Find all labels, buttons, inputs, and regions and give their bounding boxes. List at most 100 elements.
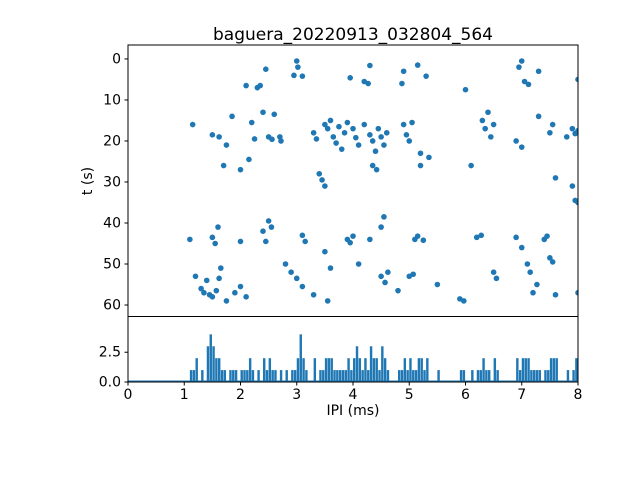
scatter-point bbox=[513, 234, 519, 241]
scatter-point bbox=[212, 240, 218, 247]
scatter-point bbox=[293, 58, 300, 64]
scatter-point bbox=[426, 154, 432, 161]
histogram-bar bbox=[296, 358, 300, 382]
tick-label: 1 bbox=[180, 387, 189, 403]
scatter-point bbox=[482, 125, 488, 132]
scatter-point bbox=[215, 224, 221, 230]
scatter-point bbox=[218, 265, 224, 271]
histogram-bar bbox=[386, 370, 390, 382]
scatter-point bbox=[313, 136, 320, 142]
scatter-point bbox=[381, 142, 387, 148]
histogram-bar bbox=[400, 370, 404, 382]
scatter-point bbox=[549, 259, 556, 265]
tick-label: 0 bbox=[124, 387, 133, 403]
scatter-point bbox=[399, 80, 405, 87]
scatter-point bbox=[367, 62, 373, 69]
scatter-point bbox=[344, 119, 351, 126]
tick-label: 20 bbox=[103, 133, 121, 149]
histogram-series bbox=[189, 334, 578, 382]
histogram-bar bbox=[322, 370, 325, 382]
tick-label: 4 bbox=[349, 387, 358, 403]
histogram-bar bbox=[299, 334, 302, 382]
histogram-bar bbox=[279, 370, 283, 382]
scatter-point bbox=[414, 233, 421, 239]
histogram-bar bbox=[248, 358, 252, 382]
histogram-bar bbox=[485, 370, 488, 382]
tick-label: 60 bbox=[103, 298, 121, 314]
scatter-point bbox=[316, 170, 323, 177]
histogram-bar bbox=[319, 370, 322, 382]
histogram-bar bbox=[516, 358, 519, 382]
scatter-point bbox=[282, 261, 289, 267]
scatter-point bbox=[260, 109, 266, 116]
scatter-point bbox=[192, 273, 199, 280]
tick-label: 30 bbox=[103, 174, 121, 190]
scatter-point bbox=[355, 142, 362, 148]
scatter-point bbox=[461, 298, 467, 304]
scatter-point bbox=[327, 265, 334, 271]
scatter-point bbox=[353, 134, 359, 141]
histogram-bar bbox=[192, 370, 196, 382]
histogram-bar bbox=[223, 370, 227, 382]
histogram-bar bbox=[367, 370, 370, 382]
histogram-bar bbox=[215, 358, 218, 382]
histogram-bar bbox=[291, 370, 294, 382]
scatter-point bbox=[361, 121, 368, 128]
y-axis-label: t (s) bbox=[80, 166, 96, 196]
scatter-point bbox=[569, 125, 576, 132]
scatter-point bbox=[563, 134, 570, 140]
scatter-point bbox=[350, 233, 356, 239]
scatter-point bbox=[269, 136, 275, 143]
scatter-point bbox=[246, 156, 252, 163]
histogram-bar bbox=[265, 370, 269, 382]
scatter-point bbox=[547, 255, 553, 261]
scatter-point bbox=[347, 75, 353, 81]
scatter-point bbox=[302, 238, 308, 245]
histogram-bar bbox=[544, 370, 547, 382]
histogram-bar bbox=[232, 370, 235, 382]
scatter-point bbox=[575, 127, 578, 134]
scatter-point bbox=[417, 162, 424, 169]
scatter-point bbox=[395, 287, 401, 294]
histogram-bar bbox=[493, 358, 497, 382]
scatter-point bbox=[410, 271, 416, 278]
histogram-bar bbox=[209, 334, 212, 382]
x-axis-label: IPI (ms) bbox=[326, 403, 380, 419]
histogram-bar bbox=[518, 370, 522, 382]
scatter-point bbox=[268, 224, 275, 230]
scatter-point bbox=[347, 239, 353, 246]
scatter-point bbox=[189, 121, 196, 128]
scatter-point bbox=[243, 294, 249, 300]
scatter-point bbox=[403, 132, 410, 138]
scatter-point bbox=[216, 134, 222, 140]
scatter-point bbox=[327, 117, 334, 124]
scatter-point bbox=[369, 138, 376, 144]
scatter-point bbox=[524, 261, 531, 267]
histogram-bar bbox=[355, 346, 359, 382]
histogram-bar bbox=[521, 358, 525, 382]
histogram-bar bbox=[358, 358, 362, 382]
histogram-bar bbox=[336, 370, 339, 382]
scatter-point bbox=[552, 175, 559, 181]
histogram-bar bbox=[417, 358, 421, 382]
scatter-point bbox=[381, 214, 387, 220]
histogram-bar bbox=[313, 358, 317, 382]
histogram-bar bbox=[555, 358, 558, 382]
histogram-bar bbox=[274, 370, 277, 382]
histogram-bar bbox=[240, 370, 243, 382]
histogram-bar bbox=[476, 370, 480, 382]
scatter-point bbox=[385, 269, 391, 276]
scatter-point bbox=[369, 162, 376, 169]
chart-title: baguera_20220913_032804_564 bbox=[212, 25, 493, 45]
scatter-point bbox=[260, 228, 266, 234]
scatter-point bbox=[365, 80, 371, 87]
histogram-bar bbox=[234, 370, 238, 382]
scatter-point bbox=[295, 64, 301, 70]
scatter-point bbox=[248, 119, 255, 126]
scatter-point bbox=[201, 289, 207, 296]
scatter-point bbox=[220, 162, 227, 169]
scatter-point bbox=[341, 129, 348, 136]
scatter-point bbox=[263, 238, 269, 245]
scatter-point bbox=[420, 237, 427, 244]
